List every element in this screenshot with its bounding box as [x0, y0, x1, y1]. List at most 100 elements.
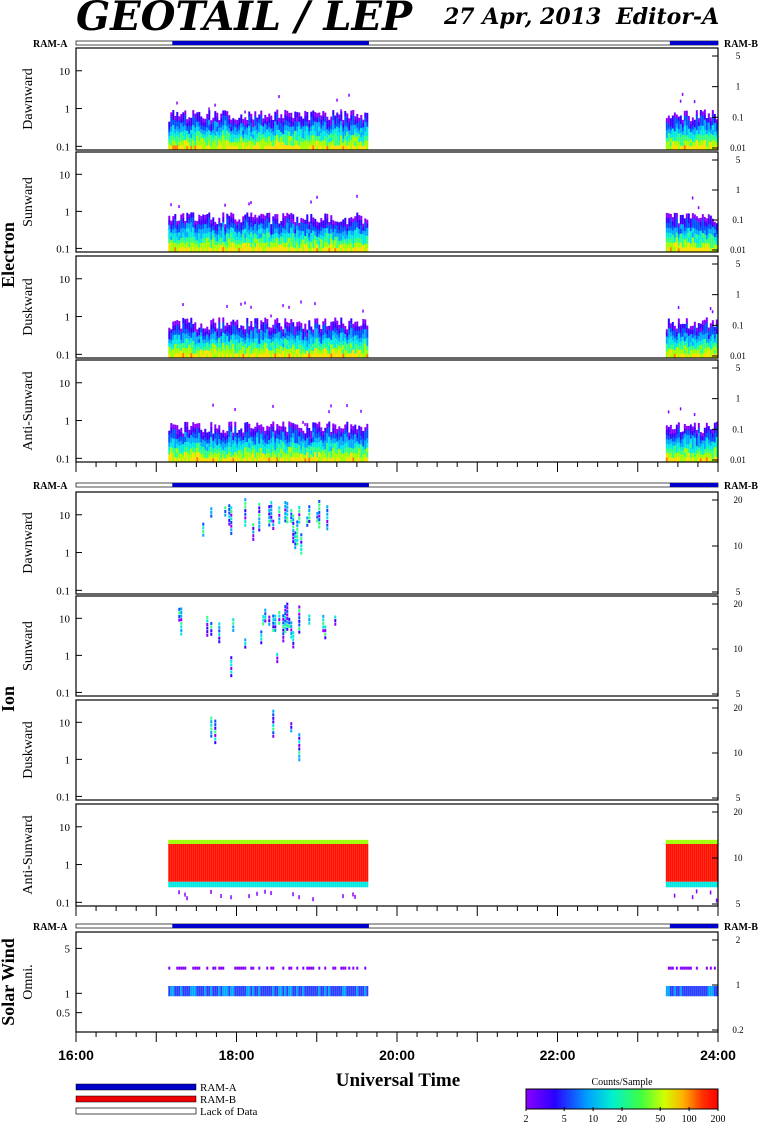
cell — [294, 350, 297, 355]
cell — [328, 881, 331, 888]
cell — [711, 135, 714, 141]
cell — [228, 119, 231, 125]
cell — [216, 227, 219, 232]
cell — [248, 221, 251, 227]
cell — [218, 439, 221, 445]
cell — [236, 142, 239, 147]
cell — [270, 839, 273, 844]
cell — [292, 540, 295, 544]
cell — [248, 216, 251, 222]
cell — [272, 345, 275, 351]
cell — [262, 448, 265, 454]
cell — [240, 127, 243, 133]
cell — [292, 423, 295, 429]
cell — [232, 443, 235, 448]
cell — [254, 343, 257, 349]
cell — [226, 353, 229, 358]
cell — [184, 232, 187, 237]
cell — [677, 234, 680, 239]
cell — [302, 450, 305, 455]
cell — [196, 843, 199, 882]
cell — [302, 454, 305, 459]
cell — [709, 449, 712, 455]
cell — [216, 241, 219, 246]
cell — [705, 881, 708, 888]
cell — [671, 221, 674, 227]
cell — [176, 130, 179, 137]
cell — [358, 452, 361, 458]
cell — [356, 445, 359, 451]
cell — [330, 839, 333, 844]
cell — [697, 349, 700, 355]
cell — [230, 232, 233, 238]
cell — [707, 448, 710, 454]
cell — [212, 348, 215, 354]
cell — [348, 330, 351, 336]
cell — [220, 226, 223, 231]
cell — [350, 452, 353, 458]
cell — [200, 327, 203, 333]
cell — [284, 457, 287, 462]
cell — [252, 453, 255, 459]
cell — [180, 632, 183, 636]
cell — [356, 839, 359, 844]
cell — [180, 354, 183, 358]
cell — [270, 124, 273, 130]
cell — [302, 420, 304, 424]
cell — [348, 450, 351, 456]
cell — [707, 131, 710, 137]
cell — [232, 232, 235, 239]
cell — [258, 145, 261, 150]
cell — [671, 881, 674, 888]
cell — [705, 427, 708, 434]
cell — [322, 135, 325, 141]
cell — [198, 242, 201, 248]
cell — [234, 219, 237, 224]
cell — [248, 140, 251, 146]
cell — [194, 457, 197, 462]
cell — [180, 966, 183, 970]
cell — [204, 328, 207, 333]
cell — [230, 134, 233, 140]
cell — [667, 843, 670, 882]
cell — [276, 318, 279, 324]
cell — [182, 135, 185, 142]
cell — [699, 458, 702, 462]
cell — [713, 334, 716, 340]
cell — [334, 132, 337, 138]
cell — [286, 881, 289, 888]
cell — [352, 218, 355, 224]
cell — [314, 323, 317, 329]
cell — [366, 353, 369, 358]
cell — [226, 442, 229, 447]
cell — [308, 449, 311, 455]
cell — [288, 322, 291, 328]
cell — [270, 141, 273, 147]
cell — [248, 433, 251, 439]
cell — [328, 131, 331, 136]
cell — [260, 630, 263, 634]
cell — [340, 440, 343, 446]
cell — [306, 523, 309, 527]
cell — [244, 223, 247, 230]
cell — [182, 140, 185, 146]
cell — [210, 723, 213, 727]
cell — [330, 145, 333, 150]
cell — [711, 310, 714, 314]
cell — [715, 441, 718, 448]
cell — [174, 145, 177, 150]
cell — [276, 223, 279, 229]
cell — [250, 432, 253, 438]
cell — [306, 350, 309, 355]
cell — [709, 429, 712, 434]
cell — [168, 454, 171, 459]
cell — [334, 228, 337, 234]
cell — [681, 345, 684, 350]
cell — [202, 346, 205, 352]
cell — [350, 323, 353, 329]
cell — [230, 426, 233, 433]
cell — [258, 127, 261, 133]
cell — [322, 236, 325, 241]
cell — [220, 440, 223, 445]
cell — [687, 213, 690, 219]
